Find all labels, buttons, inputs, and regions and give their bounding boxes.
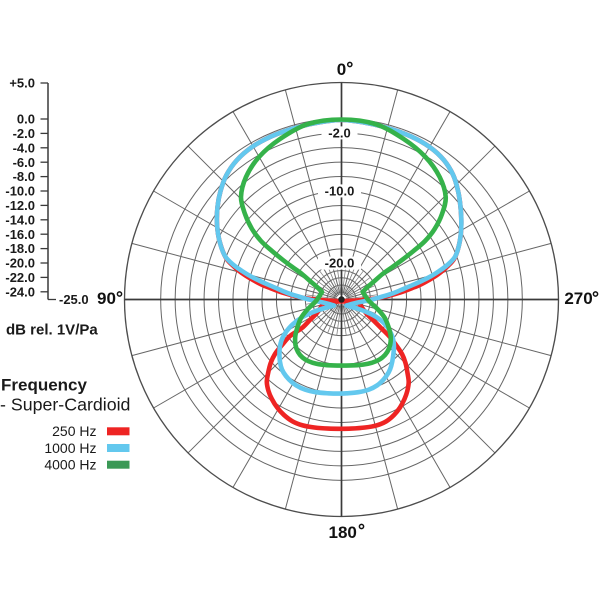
svg-text:-24.0: -24.0 — [5, 284, 35, 299]
svg-text:-4.0: -4.0 — [13, 140, 35, 155]
svg-text:0: 0 — [337, 60, 346, 79]
svg-text:-18.0: -18.0 — [5, 241, 35, 256]
svg-text:-2.0: -2.0 — [13, 126, 35, 141]
svg-text:-16.0: -16.0 — [5, 227, 35, 242]
svg-text:180: 180 — [329, 523, 357, 542]
svg-text:dB rel. 1V/Pa: dB rel. 1V/Pa — [6, 322, 98, 339]
svg-text:Frequency: Frequency — [1, 376, 88, 395]
svg-text:-6.0: -6.0 — [13, 155, 35, 170]
svg-text:- Super-Cardioid: - Super-Cardioid — [0, 395, 130, 415]
svg-text:-14.0: -14.0 — [5, 212, 35, 227]
svg-text:90: 90 — [97, 289, 116, 308]
svg-text:-2.0: -2.0 — [328, 126, 350, 141]
svg-text:-25.0: -25.0 — [59, 292, 89, 307]
svg-text:-20.0: -20.0 — [325, 256, 355, 271]
svg-text:-10.0: -10.0 — [325, 184, 355, 199]
svg-text:-22.0: -22.0 — [5, 270, 35, 285]
svg-text:-12.0: -12.0 — [5, 198, 35, 213]
svg-text:1000 Hz: 1000 Hz — [44, 440, 96, 456]
svg-text:270: 270 — [564, 289, 592, 308]
svg-text:250 Hz: 250 Hz — [52, 423, 96, 439]
svg-text:4000 Hz: 4000 Hz — [44, 457, 96, 473]
svg-text:0.0: 0.0 — [17, 112, 35, 127]
svg-text:-8.0: -8.0 — [13, 169, 35, 184]
svg-text:-20.0: -20.0 — [5, 256, 35, 271]
svg-text:-10.0: -10.0 — [5, 184, 35, 199]
svg-text:+5.0: +5.0 — [9, 76, 35, 91]
